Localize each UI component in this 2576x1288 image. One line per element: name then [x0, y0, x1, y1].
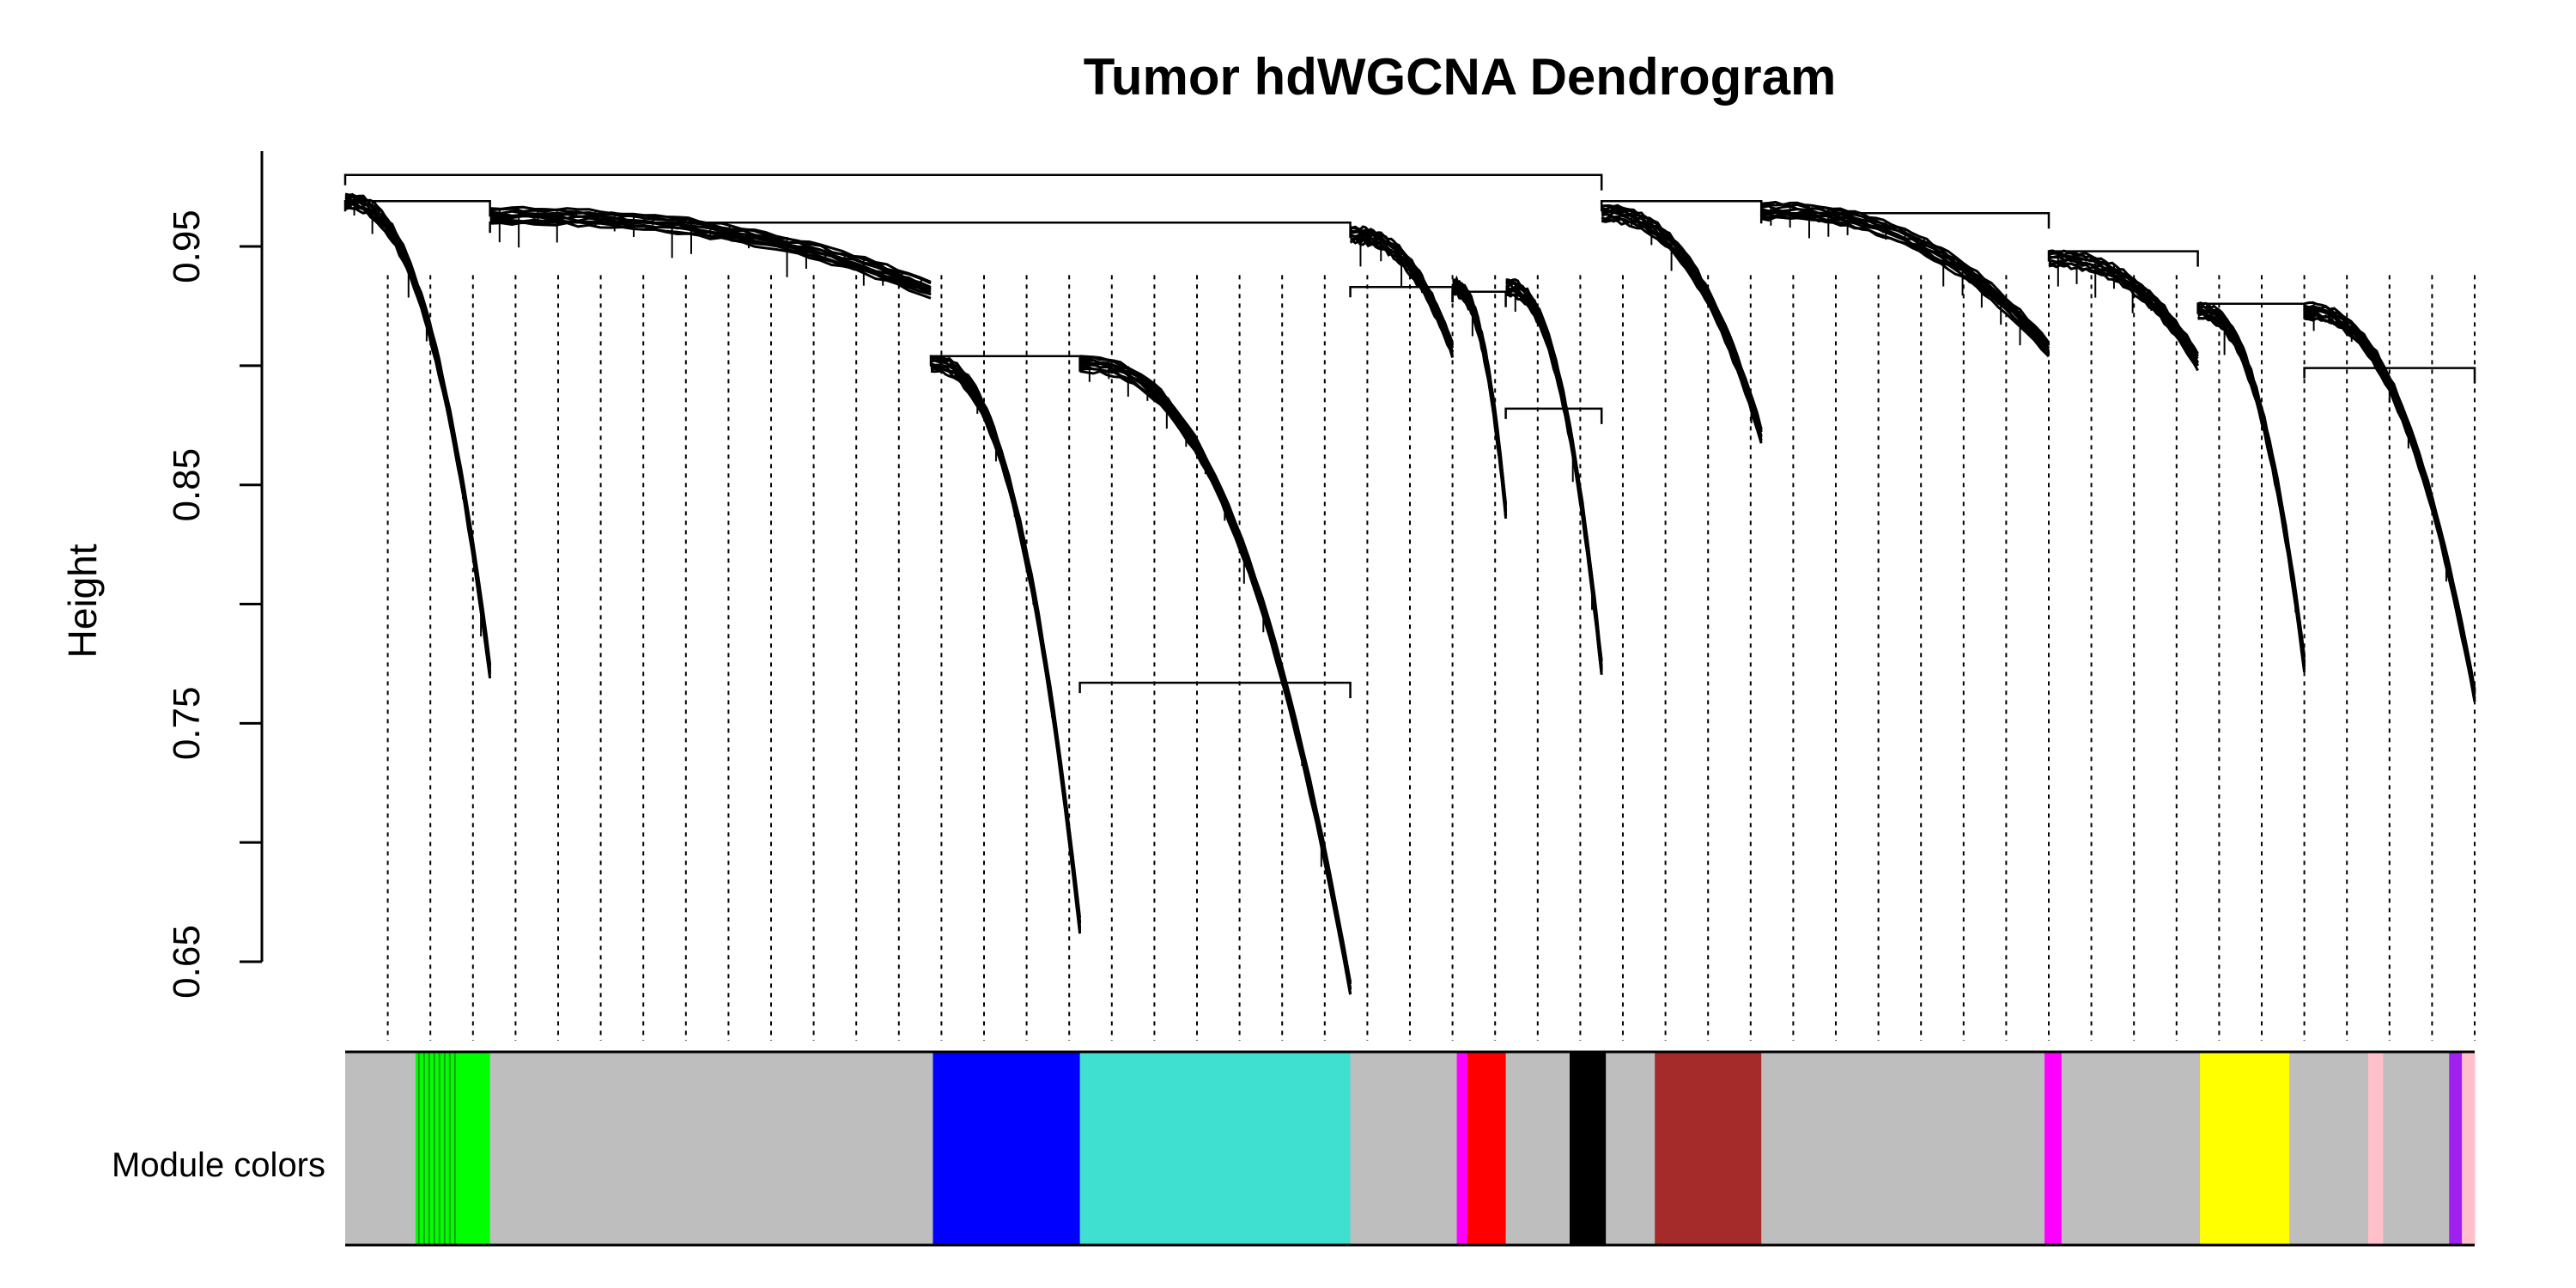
- dendrogram-branch: [1079, 358, 1352, 985]
- chart-title: Tumor hdWGCNA Dendrogram: [1083, 48, 1837, 106]
- dendrogram-branch: [1601, 218, 1763, 444]
- dendrogram-branch: [2197, 317, 2306, 672]
- module-color-segment: [1761, 1052, 2045, 1245]
- dendrogram-branch: [1079, 365, 1352, 993]
- dendrogram-branch: [1505, 280, 1603, 662]
- dendrogram-branch: [930, 355, 1082, 922]
- dendrogram-branch: [1452, 275, 1508, 504]
- dendrogram-branch: [344, 192, 492, 665]
- merge-bracket: [489, 222, 1352, 239]
- module-color-segment: [345, 1052, 416, 1245]
- dendrogram-branch: [1452, 279, 1508, 507]
- dendrogram-branch: [1079, 355, 1352, 983]
- dendrogram-branch: [930, 365, 1082, 930]
- dendrogram-branch: [344, 200, 492, 671]
- dendrogram-branch: [1079, 360, 1352, 988]
- dendrogram-branch: [930, 362, 1082, 927]
- dendrogram-branch: [1079, 369, 1352, 995]
- dendrogram-branch: [2304, 305, 2476, 692]
- module-color-segment: [2462, 1052, 2476, 1245]
- merge-bracket: [2303, 367, 2476, 384]
- module-color-segment: [2383, 1052, 2450, 1245]
- dendrogram-branch: [930, 367, 1082, 933]
- dendrogram-branch: [930, 359, 1082, 924]
- y-tick-label: 0.65: [166, 925, 208, 999]
- module-color-segment: [1456, 1052, 1468, 1245]
- dendrogram-branch: [1760, 203, 2050, 343]
- dendrogram-branch: [1601, 209, 1763, 433]
- module-color-segment: [2061, 1052, 2201, 1245]
- module-color-segment: [415, 1052, 491, 1245]
- merge-bracket: [1600, 200, 1763, 217]
- merge-bracket: [1451, 290, 1507, 307]
- dendrogram-branch: [1079, 355, 1352, 983]
- dendrogram-branch: [2048, 264, 2199, 372]
- module-color-segment: [1467, 1052, 1507, 1245]
- dendrogram-branch: [1451, 293, 1508, 519]
- module-color-segment: [2449, 1052, 2463, 1245]
- module-color-segment: [1606, 1052, 1656, 1245]
- module-color-segment: [1350, 1052, 1458, 1245]
- dendrogram-branch: [1505, 278, 1603, 661]
- dendrogram-branch: [1505, 282, 1603, 666]
- merge-bracket: [929, 355, 1081, 372]
- module-color-segment: [1655, 1052, 1762, 1245]
- dendrogram-branch: [344, 195, 492, 666]
- dendrogram-branch: [1601, 207, 1763, 432]
- dendrogram-branch: [1601, 204, 1763, 430]
- dendrogram-branch: [2197, 310, 2306, 666]
- dendrogram-branch: [2197, 308, 2306, 664]
- dendrogram-branch: [344, 192, 492, 667]
- module-color-segment: [1505, 1052, 1571, 1245]
- dendrogram-branch: [2048, 249, 2199, 355]
- module-color-segment: [1079, 1052, 1352, 1245]
- module-color-segment: [933, 1052, 1081, 1245]
- dendrogram-branch: [1601, 205, 1763, 431]
- dendrogram-branch: [1761, 200, 2050, 343]
- merge-bracket: [1759, 211, 2050, 229]
- y-tick-label: 0.95: [166, 210, 208, 283]
- dendrogram-branch: [1079, 361, 1352, 990]
- module-color-segment: [1570, 1052, 1607, 1245]
- dendrogram-branch: [2197, 301, 2306, 656]
- dendrogram-branch: [344, 198, 492, 669]
- dendrogram-branch: [930, 363, 1082, 930]
- dendrogram-branch: [2196, 304, 2306, 662]
- merge-bracket: [1349, 286, 1454, 303]
- dendrogram-branch: [344, 202, 492, 672]
- dendrogram-branch: [1505, 287, 1603, 670]
- module-color-segment: [489, 1052, 933, 1245]
- dendrogram-branch: [1505, 282, 1603, 668]
- module-color-segment: [2289, 1052, 2369, 1245]
- dendrogram-branch: [344, 204, 492, 679]
- module-color-segment: [2200, 1052, 2290, 1245]
- dendrogram-branch: [2197, 307, 2306, 664]
- merge-bracket: [2047, 250, 2199, 267]
- module-colors-label: Module colors: [112, 1146, 326, 1184]
- module-color-segment: [2044, 1052, 2063, 1245]
- merge-bracket: [343, 200, 491, 217]
- dendrogram-branch: [344, 206, 492, 678]
- dendrogram-branch: [2197, 304, 2306, 658]
- y-tick-label: 0.85: [166, 448, 208, 522]
- dendrogram-branch: [1079, 367, 1352, 995]
- dendrogram-branch: [344, 202, 492, 675]
- merge-bracket: [1078, 681, 1352, 699]
- merge-bracket: [1504, 407, 1603, 424]
- y-tick-label: 0.75: [166, 687, 208, 761]
- dendrogram-branch: [930, 358, 1082, 924]
- dendrogram-branch: [1079, 363, 1352, 990]
- module-color-segment: [2368, 1052, 2384, 1245]
- dendrogram-branch: [930, 369, 1082, 934]
- dendrogram-branch: [930, 355, 1082, 918]
- dendrogram-branch: [1505, 286, 1603, 669]
- merge-bracket: [2196, 302, 2306, 319]
- merge-bracket: [343, 173, 1603, 191]
